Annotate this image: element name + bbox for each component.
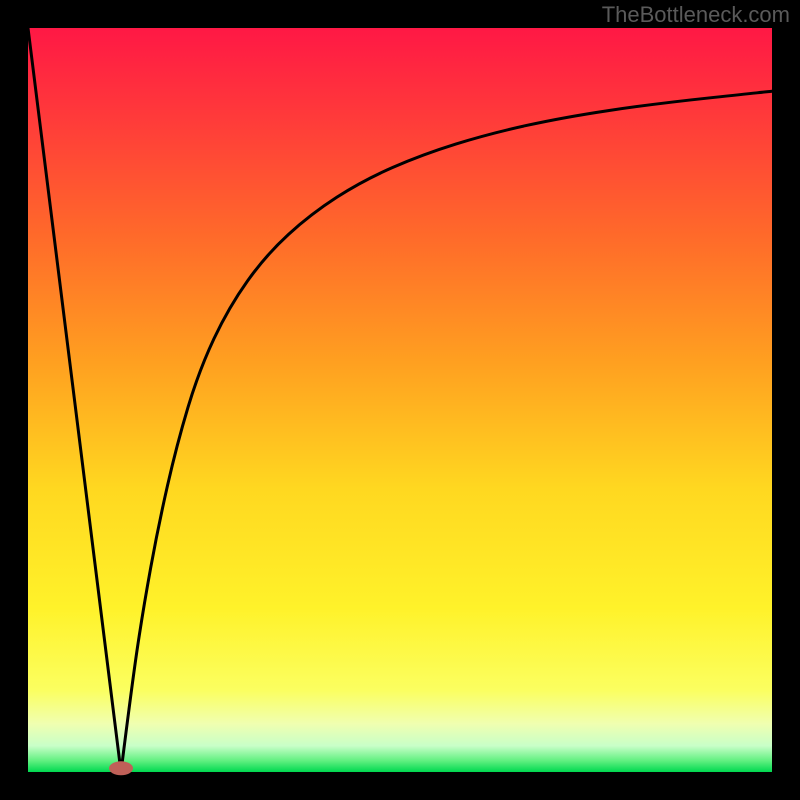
min-marker — [109, 761, 133, 775]
plot-area — [28, 28, 772, 772]
chart-stage: TheBottleneck.com — [0, 0, 800, 800]
bottleneck-chart — [0, 0, 800, 800]
watermark-text: TheBottleneck.com — [602, 2, 790, 28]
